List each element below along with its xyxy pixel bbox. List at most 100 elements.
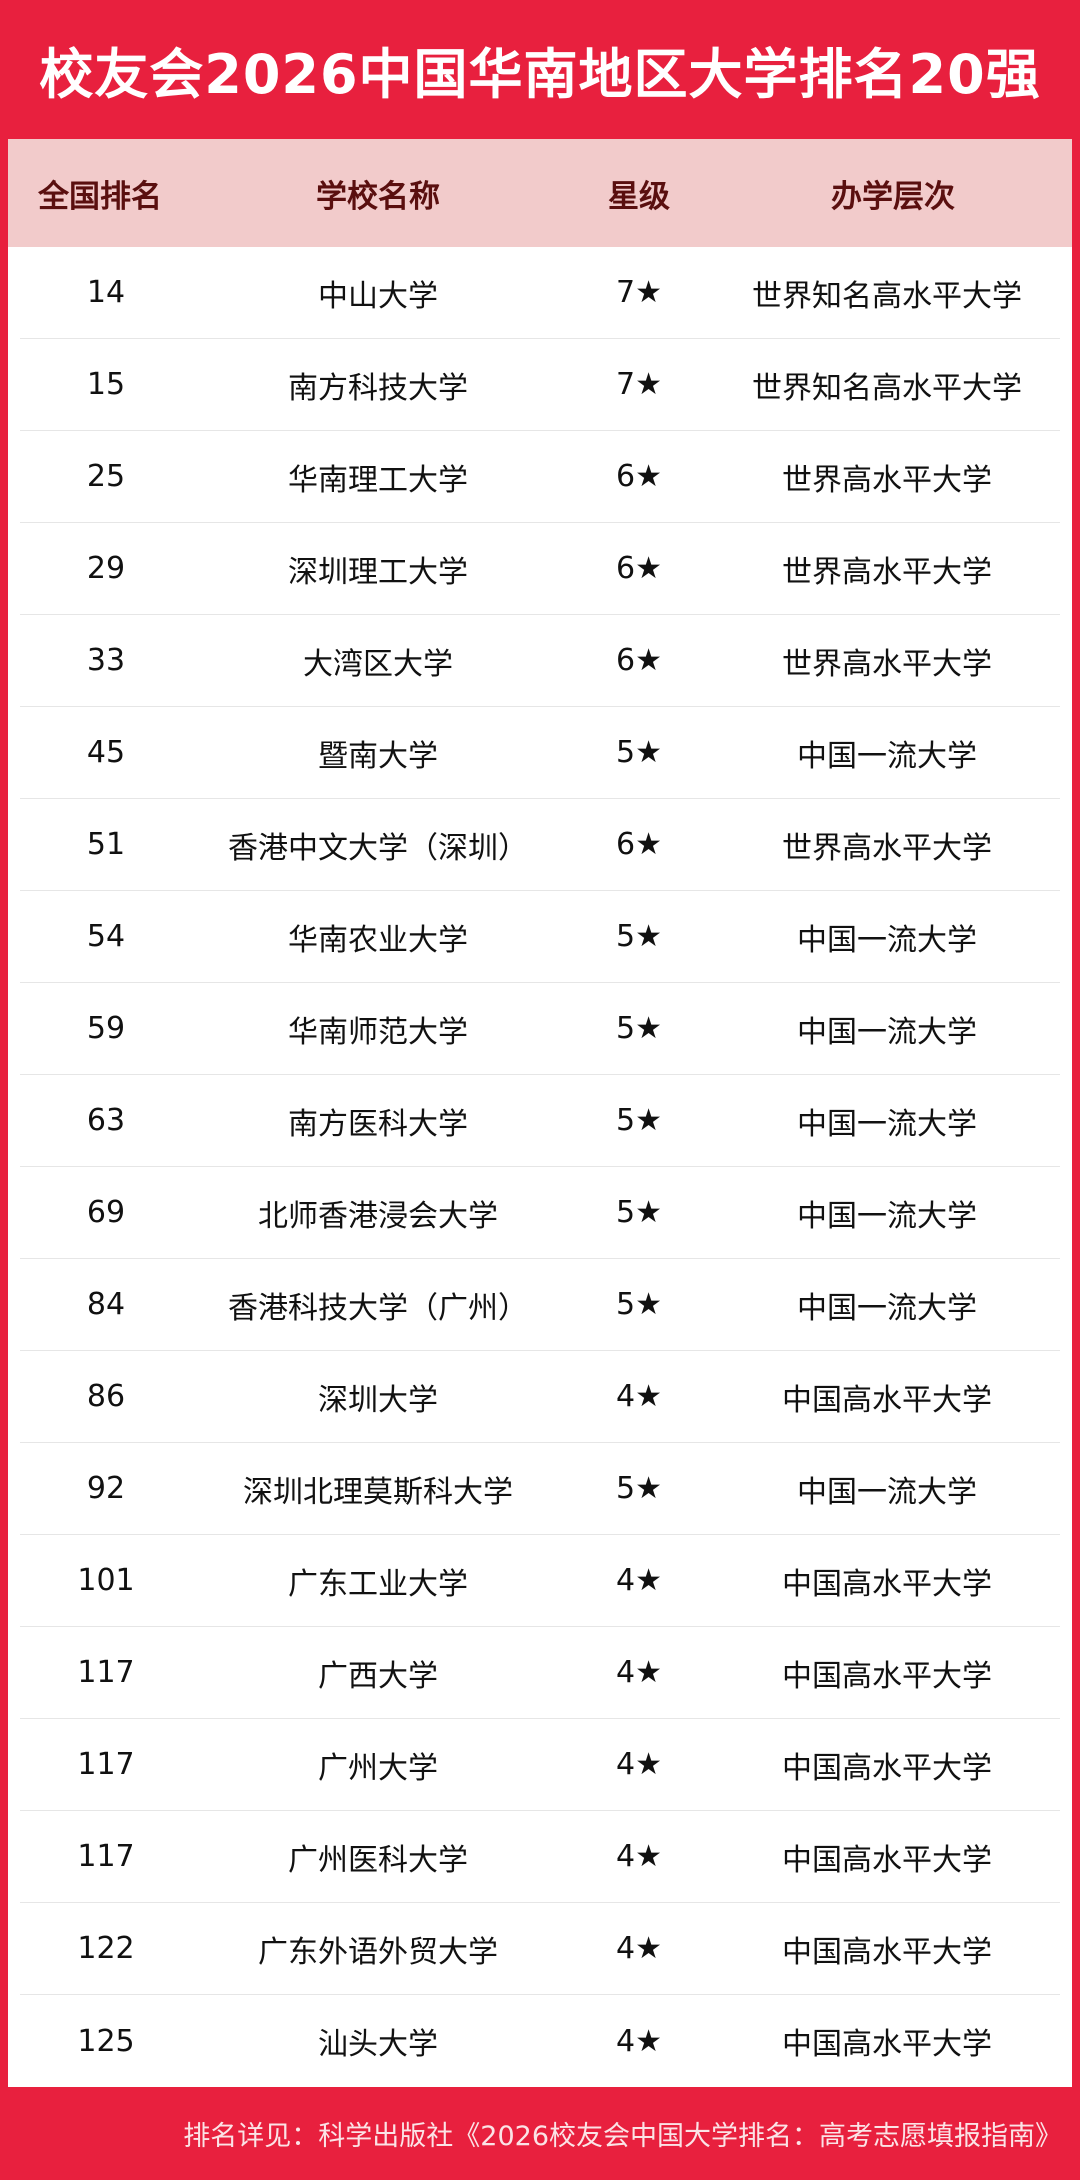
table-row: 117 广西大学 4★ 中国高水平大学 <box>20 1627 1060 1719</box>
stars-cell: 6★ <box>616 551 662 586</box>
school-name-cell: 深圳大学 <box>318 1382 438 1418</box>
school-name-cell: 南方医科大学 <box>288 1106 468 1142</box>
level-cell: 中国一流大学 <box>797 1474 977 1510</box>
stars-cell: 7★ <box>616 367 662 402</box>
school-name-cell: 南方科技大学 <box>288 370 468 406</box>
level-cell: 中国高水平大学 <box>782 1658 992 1694</box>
rank-cell: 84 <box>86 1287 126 1322</box>
rank-cell: 51 <box>86 827 126 862</box>
level-cell: 中国一流大学 <box>797 1198 977 1234</box>
level-cell: 中国高水平大学 <box>782 1566 992 1602</box>
rank-cell: 29 <box>86 551 126 586</box>
level-cell: 中国一流大学 <box>797 1290 977 1326</box>
stars-cell: 4★ <box>616 1563 662 1598</box>
rank-cell: 117 <box>77 1747 135 1782</box>
school-name-cell: 暨南大学 <box>318 738 438 774</box>
school-name-cell: 北师香港浸会大学 <box>258 1198 498 1234</box>
level-cell: 中国高水平大学 <box>782 2027 992 2062</box>
stars-cell: 4★ <box>616 1839 662 1874</box>
rank-cell: 101 <box>77 1563 135 1598</box>
stars-cell: 5★ <box>616 1011 662 1046</box>
rank-cell: 59 <box>86 1011 126 1046</box>
column-header-stars: 星级 <box>608 178 670 215</box>
school-name-cell: 华南师范大学 <box>288 1014 468 1050</box>
rank-cell: 92 <box>86 1471 126 1506</box>
rank-cell: 63 <box>86 1103 126 1138</box>
column-header-rank: 全国排名 <box>38 178 162 215</box>
stars-cell: 4★ <box>616 1931 662 1966</box>
table-row: 59 华南师范大学 5★ 中国一流大学 <box>20 983 1060 1075</box>
table-row: 33 大湾区大学 6★ 世界高水平大学 <box>20 615 1060 707</box>
level-cell: 中国一流大学 <box>797 922 977 958</box>
stars-cell: 4★ <box>616 1379 662 1414</box>
rank-cell: 125 <box>77 2023 135 2059</box>
table-row: 14 中山大学 7★ 世界知名高水平大学 <box>20 247 1060 339</box>
stars-cell: 6★ <box>616 643 662 678</box>
school-name-cell: 华南理工大学 <box>288 462 468 498</box>
table-row: 86 深圳大学 4★ 中国高水平大学 <box>20 1351 1060 1443</box>
stars-cell: 5★ <box>616 1471 662 1506</box>
school-name-cell: 香港科技大学（广州） <box>228 1290 528 1326</box>
table-row: 69 北师香港浸会大学 5★ 中国一流大学 <box>20 1167 1060 1259</box>
school-name-cell: 中山大学 <box>318 278 438 314</box>
level-cell: 世界高水平大学 <box>782 462 992 498</box>
level-cell: 中国高水平大学 <box>782 1842 992 1878</box>
stars-cell: 4★ <box>616 2023 662 2059</box>
rank-cell: 69 <box>86 1195 126 1230</box>
level-cell: 中国高水平大学 <box>782 1382 992 1418</box>
table-row: 54 华南农业大学 5★ 中国一流大学 <box>20 891 1060 983</box>
table-row: 29 深圳理工大学 6★ 世界高水平大学 <box>20 523 1060 615</box>
school-name-cell: 广东外语外贸大学 <box>258 1934 498 1970</box>
level-cell: 世界高水平大学 <box>782 554 992 590</box>
rank-cell: 54 <box>86 919 126 954</box>
column-header-name: 学校名称 <box>316 178 440 215</box>
school-name-cell: 香港中文大学（深圳） <box>228 830 528 866</box>
stars-cell: 5★ <box>616 919 662 954</box>
table-row: 84 香港科技大学（广州） 5★ 中国一流大学 <box>20 1259 1060 1351</box>
stars-cell: 6★ <box>616 827 662 862</box>
stars-cell: 4★ <box>616 1747 662 1782</box>
stars-cell: 5★ <box>616 735 662 770</box>
level-cell: 中国高水平大学 <box>782 1750 992 1786</box>
rank-cell: 117 <box>77 1655 135 1690</box>
stars-cell: 5★ <box>616 1103 662 1138</box>
school-name-cell: 汕头大学 <box>318 2027 438 2062</box>
rank-cell: 122 <box>77 1931 135 1966</box>
table-row: 101 广东工业大学 4★ 中国高水平大学 <box>20 1535 1060 1627</box>
ranking-table: 全国排名 学校名称 星级 办学层次 14 中山大学 7★ 世界知名高水平大学 15 南方科… <box>8 139 1072 2087</box>
table-body: 14 中山大学 7★ 世界知名高水平大学 15 南方科技大学 7★ 世界知名高水平大学 25 华南… <box>8 247 1072 2087</box>
school-name-cell: 广西大学 <box>318 1658 438 1694</box>
source-note: 排名详见：科学出版社《2026校友会中国大学排名：高考志愿填报指南》 <box>183 2121 1062 2152</box>
level-cell: 世界高水平大学 <box>782 646 992 682</box>
table-row: 51 香港中文大学（深圳） 6★ 世界高水平大学 <box>20 799 1060 891</box>
table-row: 117 广州大学 4★ 中国高水平大学 <box>20 1719 1060 1811</box>
table-row: 122 广东外语外贸大学 4★ 中国高水平大学 <box>20 1903 1060 1995</box>
level-cell: 中国一流大学 <box>797 1014 977 1050</box>
rank-cell: 25 <box>86 459 126 494</box>
rank-cell: 117 <box>77 1839 135 1874</box>
level-cell: 世界知名高水平大学 <box>752 278 1022 314</box>
school-name-cell: 大湾区大学 <box>303 646 453 682</box>
table-row: 92 深圳北理莫斯科大学 5★ 中国一流大学 <box>20 1443 1060 1535</box>
level-cell: 中国高水平大学 <box>782 1934 992 1970</box>
school-name-cell: 华南农业大学 <box>288 922 468 958</box>
level-cell: 世界知名高水平大学 <box>752 370 1022 406</box>
table-row: 125 汕头大学 4★ 中国高水平大学 <box>20 1995 1060 2087</box>
stars-cell: 6★ <box>616 459 662 494</box>
school-name-cell: 深圳理工大学 <box>288 554 468 590</box>
rank-cell: 15 <box>86 367 126 402</box>
level-cell: 中国一流大学 <box>797 1106 977 1142</box>
school-name-cell: 广州医科大学 <box>288 1842 468 1878</box>
stars-cell: 7★ <box>616 275 662 310</box>
page-title: 校友会2026中国华南地区大学排名20强 <box>39 43 1041 106</box>
stars-cell: 4★ <box>616 1655 662 1690</box>
rank-cell: 45 <box>86 735 126 770</box>
level-cell: 世界高水平大学 <box>782 830 992 866</box>
rank-cell: 86 <box>86 1379 126 1414</box>
table-row: 45 暨南大学 5★ 中国一流大学 <box>20 707 1060 799</box>
rank-cell: 33 <box>86 643 126 678</box>
level-cell: 中国一流大学 <box>797 738 977 774</box>
school-name-cell: 深圳北理莫斯科大学 <box>243 1474 513 1510</box>
school-name-cell: 广东工业大学 <box>288 1566 468 1602</box>
table-row: 63 南方医科大学 5★ 中国一流大学 <box>20 1075 1060 1167</box>
